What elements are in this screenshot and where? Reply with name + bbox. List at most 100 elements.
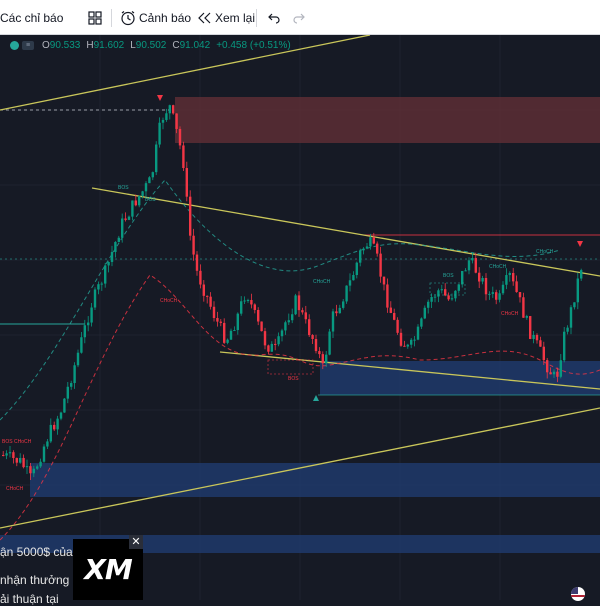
candle-body <box>49 424 52 442</box>
indicators-button[interactable]: Các chỉ báo <box>0 0 63 35</box>
candle-body <box>410 339 413 345</box>
candle-body <box>576 278 579 303</box>
candle-body <box>284 322 287 331</box>
toolbar-divider <box>111 9 112 27</box>
replay-label: Xem lại <box>215 10 256 25</box>
structure-box <box>267 359 314 375</box>
candle-body <box>277 336 280 345</box>
us-flag-icon[interactable] <box>571 587 585 601</box>
toolbar-divider <box>256 9 257 27</box>
symbol-menu-icon[interactable]: ≡ <box>22 41 34 50</box>
replay-icon <box>198 12 211 23</box>
candle-body <box>155 144 158 173</box>
trendline-lower <box>0 407 600 529</box>
candle-body <box>301 310 304 313</box>
supply-zone <box>175 97 600 143</box>
candle-body <box>240 301 243 314</box>
candle-body <box>518 292 522 298</box>
candle-body <box>165 113 168 120</box>
undo-button[interactable] <box>268 0 280 35</box>
choch-label: CHoCH <box>501 311 519 317</box>
candle-body <box>5 453 8 456</box>
candle-body <box>498 293 501 300</box>
candle-body <box>308 319 311 336</box>
ad-text-line: nhận thưởng <box>0 573 70 587</box>
low-value: 90.502 <box>135 40 167 51</box>
choch-label: CHoCH <box>6 486 24 492</box>
candle-body <box>73 365 76 384</box>
candle-body <box>501 284 505 294</box>
candle-body <box>304 312 307 320</box>
candle-body <box>396 319 399 333</box>
demand-zone-bottom <box>0 535 600 553</box>
candle-body <box>219 321 222 323</box>
layout-grid-icon <box>88 10 102 25</box>
candle-body <box>138 195 141 206</box>
sell-signal-marker <box>577 241 583 247</box>
candle-body <box>478 272 481 282</box>
candle-body <box>39 461 42 467</box>
candle-body <box>325 354 328 364</box>
candle-body <box>457 284 460 291</box>
candle-body <box>433 296 437 298</box>
close-ad-button[interactable]: ✕ <box>129 535 143 549</box>
candle-body <box>151 172 154 178</box>
alert-button[interactable]: Cảnh báo <box>120 0 191 35</box>
candle-body <box>488 293 491 295</box>
candle-body <box>182 145 185 169</box>
candle-body <box>345 285 348 302</box>
candle-body <box>365 246 369 249</box>
candle-body <box>515 281 518 293</box>
candle-body <box>450 298 454 300</box>
candle-body <box>474 258 477 273</box>
candle-body <box>260 321 263 332</box>
structure-box <box>429 282 466 296</box>
layout-grid-button[interactable] <box>88 0 102 35</box>
candle-body <box>552 371 556 375</box>
candle-body <box>2 455 5 456</box>
candle-body <box>549 372 552 375</box>
candle-body <box>246 300 250 302</box>
candle-body <box>352 274 355 281</box>
candle-body <box>430 297 433 302</box>
chart-canvas[interactable]: BOS CHoCH CHoCH BOS BOS CHoCH BOS CHoCH … <box>0 35 600 600</box>
candle-body <box>192 235 195 255</box>
candle-body <box>59 412 63 419</box>
candle-body <box>63 398 66 413</box>
bos-label: BOS <box>443 273 454 279</box>
candle-body <box>144 183 148 192</box>
candle-body <box>189 196 192 236</box>
candle-body <box>117 237 120 242</box>
candle-body <box>546 360 549 373</box>
candle-body <box>420 318 423 327</box>
candle-body <box>127 216 131 220</box>
candle-body <box>8 452 12 454</box>
redo-button[interactable] <box>293 0 305 35</box>
redo-icon <box>293 13 305 24</box>
candle-body <box>461 270 464 285</box>
advertisement-banner[interactable]: ận 5000$ của nhận thưởng ải thuận tại XM… <box>0 535 600 606</box>
candle-body <box>134 200 137 206</box>
candle-body <box>70 383 73 387</box>
high-value: 91.602 <box>93 40 125 51</box>
candle-body <box>328 331 331 355</box>
candle-body <box>25 466 29 468</box>
xm-logo[interactable]: XM <box>73 539 143 600</box>
candle-body <box>423 307 426 319</box>
candle-body <box>168 105 171 114</box>
candle-body <box>491 292 494 294</box>
candle-body <box>87 322 90 326</box>
alert-clock-icon <box>121 10 135 25</box>
candle-body <box>321 354 324 364</box>
candle-body <box>32 468 35 474</box>
replay-button[interactable]: Xem lại <box>198 0 255 35</box>
candle-body <box>291 314 294 321</box>
candle-body <box>342 301 345 308</box>
candle-body <box>399 332 403 346</box>
price-chart[interactable]: BOS CHoCH CHoCH BOS BOS CHoCH BOS CHoCH … <box>0 35 600 600</box>
candle-body <box>29 466 32 474</box>
candle-body <box>229 330 233 340</box>
candle-body <box>362 248 365 251</box>
choch-label: CHoCH <box>536 249 554 255</box>
candle-body <box>535 334 539 341</box>
